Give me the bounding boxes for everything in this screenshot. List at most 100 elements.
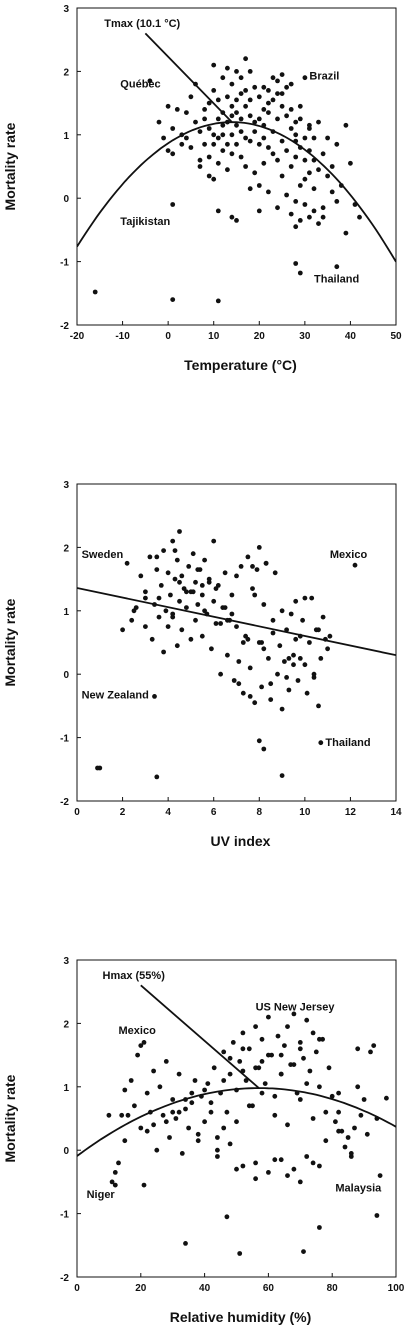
data-point [225,119,230,125]
data-point [261,160,267,166]
data-point [278,1157,284,1163]
data-point [261,135,267,141]
data-point [170,1097,176,1102]
data-point [221,1125,227,1131]
data-point [348,1151,354,1156]
data-point [286,656,292,661]
data-point [195,1131,201,1137]
data-point [205,1081,211,1086]
data-point [112,1170,118,1175]
data-point [311,135,317,141]
data-point [215,1154,220,1159]
data-point [158,583,164,588]
data-point [357,214,362,220]
data-point [92,289,98,295]
data-point [129,617,135,623]
data-point [243,103,249,109]
data-point [266,110,271,115]
data-point [358,1112,364,1118]
data-point [221,1078,227,1083]
y-tick-label: -1 [60,1210,69,1221]
data-point [161,135,167,141]
data-point [224,1214,230,1220]
y-tick-label: 2 [63,543,69,554]
data-point [334,141,340,147]
x-tick-label: 40 [345,331,357,342]
data-point [297,270,303,276]
x-tick-label: 0 [74,1283,80,1294]
data-point [317,1084,322,1090]
data-point [179,1151,185,1156]
data-point [160,1112,166,1118]
data-point [307,214,312,220]
data-point [252,119,258,125]
data-point [304,690,310,696]
x-tick-label: -10 [115,331,130,342]
data-point [206,100,212,106]
data-point [225,167,230,173]
data-point [138,1043,144,1048]
data-point [343,122,349,128]
data-point [252,700,258,706]
chart-panel-3: 0 20 40 60 80 100 -2 -1 0 1 2 3 Relative humidity (%… [2,956,405,1325]
data-point [236,681,242,687]
data-point [348,160,353,166]
data-point [215,160,221,166]
data-point [230,1040,236,1045]
data-point [272,1093,278,1099]
data-point [326,1065,332,1071]
data-point [237,1059,243,1064]
data-point [211,88,217,93]
data-point [352,202,358,207]
data-point [320,205,326,211]
data-point [208,1100,214,1106]
x-tick-label: 60 [263,1283,275,1294]
data-point [154,554,160,560]
point-annotation: Tmax (10.1 °C) [104,18,180,30]
data-point [109,1179,115,1185]
data-point [309,595,315,601]
data-point [272,1112,278,1118]
data-point [116,1160,121,1166]
data-point [188,94,194,100]
y-tick-label: -2 [60,1273,69,1284]
data-point [229,592,235,598]
data-point [256,738,262,744]
x-tick-label: 20 [254,331,266,342]
data-point [336,1090,341,1096]
data-point [304,1017,310,1023]
y-tick-label: -1 [60,734,69,745]
data-point [234,97,239,103]
data-point [261,122,267,128]
data-point [199,633,205,639]
data-point [284,627,289,633]
data-point [261,602,267,607]
data-point [179,573,185,579]
data-point [352,1125,357,1131]
data-point [172,576,178,582]
data-point [163,608,169,614]
data-point [256,116,262,122]
data-point [138,1125,144,1131]
data-point [261,646,267,652]
data-point [247,186,253,192]
data-point [316,119,321,125]
data-point [261,746,267,752]
data-point [220,75,226,81]
data-point [318,740,324,746]
data-point [279,72,285,77]
data-point [293,132,299,138]
data-point [261,107,267,112]
data-point [268,681,274,687]
data-point [247,665,253,671]
data-point [320,151,326,157]
data-point [240,1046,246,1052]
data-point [197,157,203,163]
data-point [302,157,308,163]
data-point [215,298,221,304]
data-point [279,91,285,96]
data-point [119,1112,125,1118]
data-point [240,1068,246,1074]
data-point [297,1179,303,1185]
